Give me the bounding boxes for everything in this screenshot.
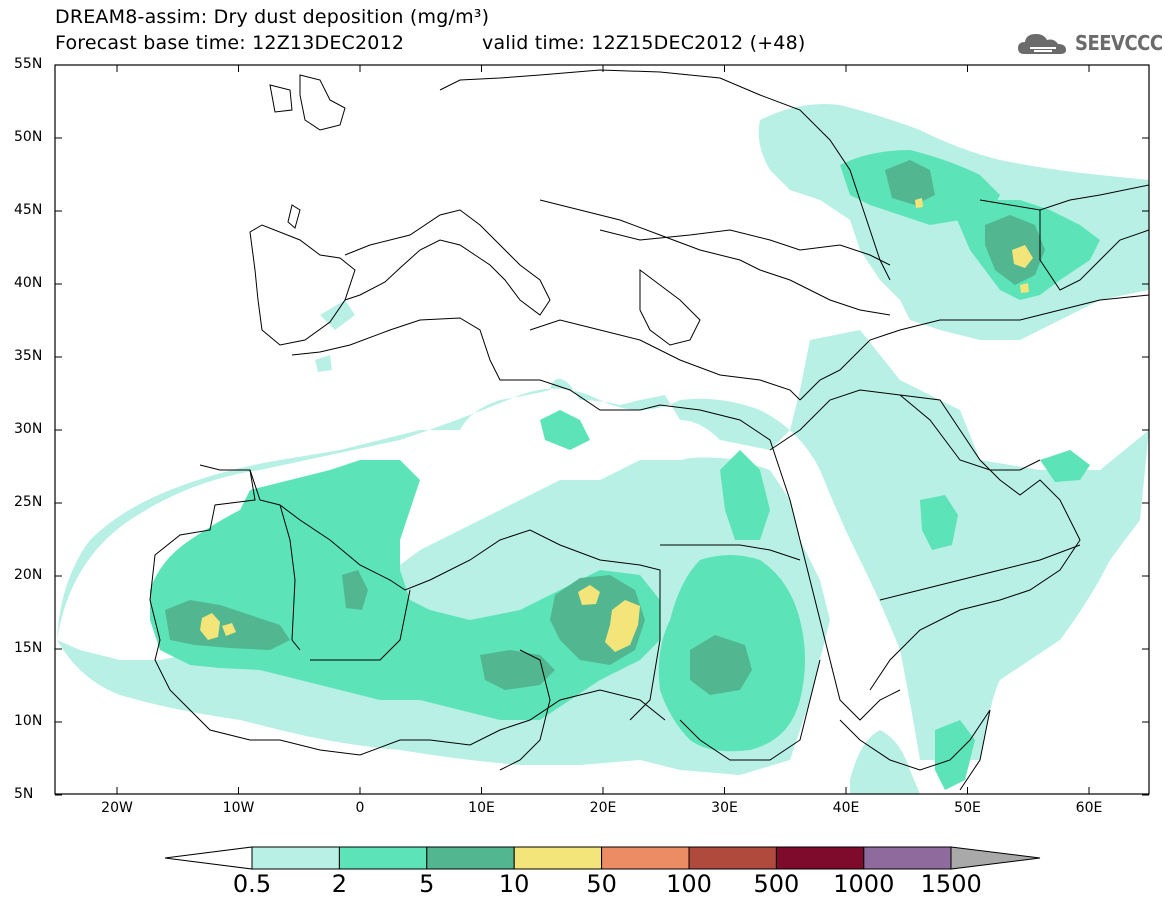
colorbar-box (513, 846, 603, 870)
colorbar-label: 1000 (833, 870, 895, 898)
lon-label: 50E (954, 800, 981, 816)
lon-label: 10E (468, 800, 495, 816)
colorbar-high-arrow (950, 846, 1041, 870)
lat-label: 30N (14, 421, 43, 437)
colorbar-label: 100 (666, 870, 712, 898)
lon-label: 40E (832, 800, 860, 816)
base-time-label: Forecast base time: 12Z13DEC2012 (55, 32, 405, 54)
valid-time-label: valid time: 12Z15DEC2012 (+48) (482, 32, 806, 54)
dust-field (57, 104, 1149, 794)
logo-text: SEEVCCC (1075, 31, 1163, 55)
colorbar-label: 5 (419, 870, 435, 898)
lon-label: 0 (355, 800, 365, 816)
colorbar (164, 846, 1041, 870)
colorbar-label: 10 (498, 870, 530, 898)
lat-label: 35N (14, 348, 43, 364)
lon-label: 10W (222, 800, 255, 816)
colorbar-box (775, 846, 865, 870)
lat-label: 50N (14, 129, 43, 145)
lat-label: 10N (14, 713, 43, 729)
colorbar-box (426, 846, 515, 870)
colorbar-label: 1500 (920, 870, 982, 898)
lon-label: 60E (1075, 800, 1103, 816)
colorbar-label: 500 (753, 870, 800, 898)
lat-label: 20N (14, 567, 43, 583)
coastlines (149, 69, 1149, 791)
colorbar-box (863, 846, 952, 870)
dust-level-10 (200, 198, 1033, 652)
lat-label: 45N (14, 202, 43, 218)
lon-label: 20E (589, 800, 617, 816)
lon-label: 20W (101, 800, 133, 816)
colorbar-low-arrow (164, 846, 253, 870)
colorbar-label: 0.5 (232, 870, 272, 898)
cloud-logo-icon (1018, 34, 1066, 54)
axis-ticks (55, 64, 1149, 796)
lon-label: 30E (711, 800, 738, 816)
lat-label: 15N (14, 640, 43, 656)
colorbar-box (251, 846, 340, 870)
lat-label: 5N (14, 786, 34, 802)
colorbar-label: 50 (586, 870, 617, 898)
colorbar-label: 2 (331, 870, 348, 898)
dust-level-5 (165, 160, 1045, 695)
lat-label: 55N (14, 56, 43, 72)
colorbar-box (601, 846, 690, 870)
lat-label: 25N (14, 494, 43, 510)
colorbar-box (688, 846, 777, 870)
lat-label: 40N (14, 275, 43, 291)
colorbar-box (338, 846, 428, 870)
map-title: DREAM8-assim: Dry dust deposition (mg/m³… (55, 6, 490, 28)
